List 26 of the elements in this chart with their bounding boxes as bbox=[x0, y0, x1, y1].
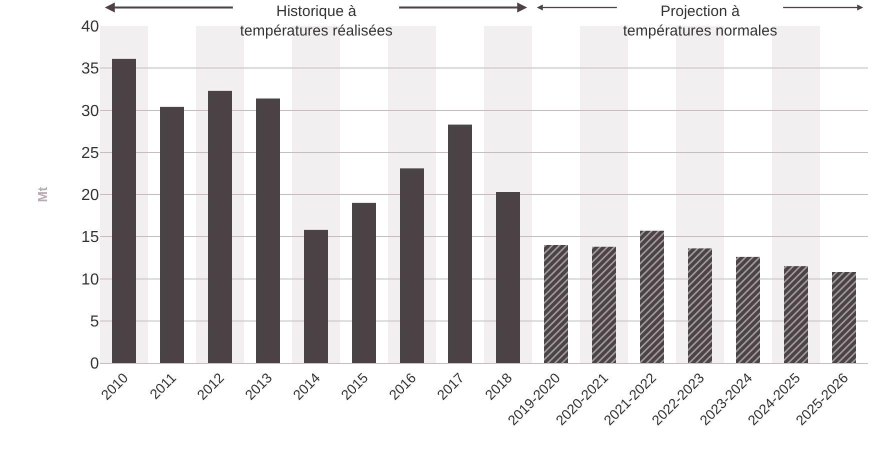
bar bbox=[784, 266, 808, 363]
bar bbox=[736, 256, 760, 363]
bar bbox=[304, 230, 328, 363]
y-tick-label: 35 bbox=[81, 60, 100, 78]
bar bbox=[400, 168, 424, 363]
bar bbox=[352, 202, 376, 363]
y-tick-label: 15 bbox=[81, 229, 100, 246]
y-tick-label: 30 bbox=[81, 102, 100, 120]
y-tick-label: 20 bbox=[81, 187, 100, 204]
bar bbox=[592, 246, 616, 363]
bar bbox=[160, 106, 184, 363]
y-tick-label: 10 bbox=[81, 271, 100, 288]
bar bbox=[688, 248, 712, 363]
bar bbox=[256, 98, 280, 363]
bar bbox=[448, 124, 472, 363]
bar bbox=[832, 272, 856, 363]
y-axis-title: Mt bbox=[35, 186, 50, 202]
bar bbox=[640, 230, 664, 363]
bar bbox=[496, 192, 520, 363]
y-tick-label: 40 bbox=[81, 18, 100, 36]
annotation: Historique à températures réalisées bbox=[240, 3, 393, 40]
y-tick-label: 25 bbox=[81, 144, 100, 162]
annotation: Projection à températures normales bbox=[623, 3, 778, 40]
y-tick-label: 5 bbox=[90, 313, 100, 330]
bar bbox=[544, 245, 568, 363]
y-tick-label: 0 bbox=[90, 356, 100, 373]
